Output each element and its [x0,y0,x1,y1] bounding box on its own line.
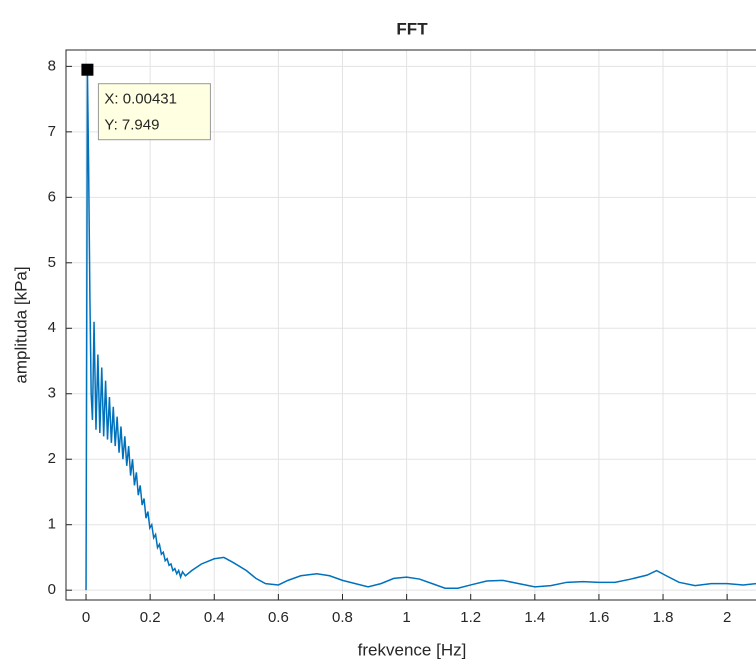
chart-title: FFT [396,19,428,38]
y-axis-label: amplituda [kPa] [11,266,30,383]
y-tick-label: 3 [48,385,56,402]
x-tick-label: 1.6 [588,609,609,626]
x-tick-label: 1 [402,609,410,626]
x-tick-label: 0.4 [204,609,225,626]
datatip-marker [81,63,94,76]
y-tick-label: 8 [48,57,56,74]
y-tick-label: 0 [48,581,56,598]
x-tick-label: 1.2 [460,609,481,626]
x-tick-label: 0.2 [140,609,161,626]
y-tick-label: 5 [48,254,56,271]
datatip-y: Y: 7.949 [104,117,159,134]
y-tick-label: 2 [48,450,56,467]
x-tick-label: 1.8 [653,609,674,626]
x-tick-label: 1.4 [524,609,545,626]
x-tick-label: 0.6 [268,609,289,626]
datatip-box [97,83,211,141]
y-tick-label: 4 [48,319,56,336]
datatip-x: X: 0.00431 [104,91,177,108]
axes-box [65,49,756,601]
x-tick-label: 2 [723,609,731,626]
x-tick-label: 0 [82,609,90,626]
y-tick-label: 1 [48,516,56,533]
plot-area [66,50,756,600]
data-line [85,69,756,591]
x-axis-label: frekvence [Hz] [358,640,467,659]
x-tick-label: 0.8 [332,609,353,626]
y-tick-label: 6 [48,188,56,205]
y-tick-label: 7 [48,123,56,140]
